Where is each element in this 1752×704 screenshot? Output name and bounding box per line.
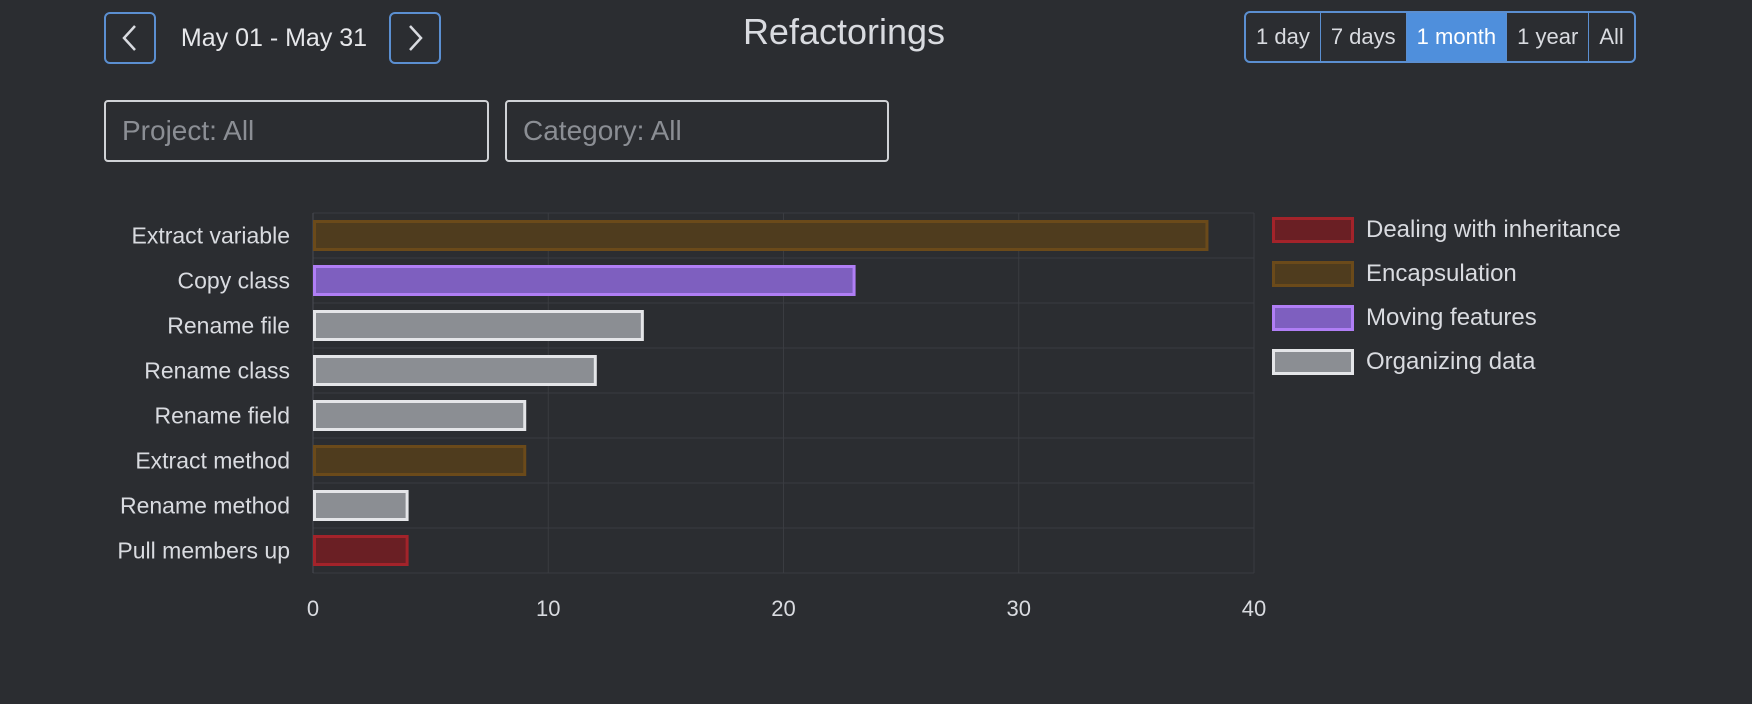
legend-item[interactable]: Dealing with inheritance bbox=[1272, 208, 1621, 252]
prev-period-button[interactable] bbox=[104, 12, 156, 64]
time-range-selector: 1 day 7 days 1 month 1 year All bbox=[1244, 11, 1636, 63]
chart-legend: Dealing with inheritance Encapsulation Mov… bbox=[1272, 208, 1621, 384]
bar-pull-members-up bbox=[313, 535, 409, 566]
bar-rename-file bbox=[313, 310, 644, 341]
x-tick-label: 0 bbox=[307, 596, 319, 621]
legend-swatch bbox=[1272, 261, 1354, 287]
category-label: Extract variable bbox=[131, 223, 290, 249]
bar-rename-field bbox=[313, 400, 527, 431]
category-label: Pull members up bbox=[117, 538, 290, 564]
chevron-left-icon bbox=[122, 25, 136, 51]
x-tick-label: 10 bbox=[536, 596, 560, 621]
date-range-label: May 01 - May 31 bbox=[180, 23, 368, 52]
bar-extract-method bbox=[313, 445, 527, 476]
range-7-days-button[interactable]: 7 days bbox=[1319, 13, 1406, 61]
range-1-day-button[interactable]: 1 day bbox=[1246, 13, 1320, 61]
page-title: Refactorings bbox=[742, 11, 946, 52]
legend-label: Moving features bbox=[1366, 304, 1537, 331]
chevron-right-icon bbox=[409, 25, 423, 51]
category-label: Rename class bbox=[144, 358, 290, 384]
category-label: Extract method bbox=[135, 448, 290, 474]
x-tick-label: 40 bbox=[1242, 596, 1266, 621]
bar-rename-class bbox=[313, 355, 597, 386]
x-tick-label: 30 bbox=[1007, 596, 1031, 621]
legend-label: Dealing with inheritance bbox=[1366, 216, 1621, 243]
legend-item[interactable]: Organizing data bbox=[1272, 340, 1621, 384]
project-filter-input[interactable] bbox=[104, 100, 489, 162]
category-label: Rename field bbox=[154, 403, 290, 429]
legend-item[interactable]: Moving features bbox=[1272, 296, 1621, 340]
next-period-button[interactable] bbox=[389, 12, 441, 64]
range-1-month-button[interactable]: 1 month bbox=[1405, 13, 1507, 61]
legend-swatch bbox=[1272, 305, 1354, 331]
legend-swatch bbox=[1272, 349, 1354, 375]
category-filter-input[interactable] bbox=[505, 100, 889, 162]
legend-swatch bbox=[1272, 217, 1354, 243]
bar-copy-class bbox=[313, 265, 856, 296]
category-label: Rename method bbox=[120, 493, 290, 519]
range-all-button[interactable]: All bbox=[1588, 13, 1633, 61]
bar-extract-variable bbox=[313, 220, 1209, 251]
category-label: Copy class bbox=[178, 268, 290, 294]
category-label: Rename file bbox=[167, 313, 290, 339]
legend-label: Organizing data bbox=[1366, 348, 1536, 375]
bar-rename-method bbox=[313, 490, 409, 521]
legend-item[interactable]: Encapsulation bbox=[1272, 252, 1621, 296]
range-1-year-button[interactable]: 1 year bbox=[1506, 13, 1588, 61]
x-tick-label: 20 bbox=[771, 596, 795, 621]
legend-label: Encapsulation bbox=[1366, 260, 1517, 287]
refactorings-bar-chart: Extract variable Copy class Rename file Ren… bbox=[117, 212, 1266, 621]
